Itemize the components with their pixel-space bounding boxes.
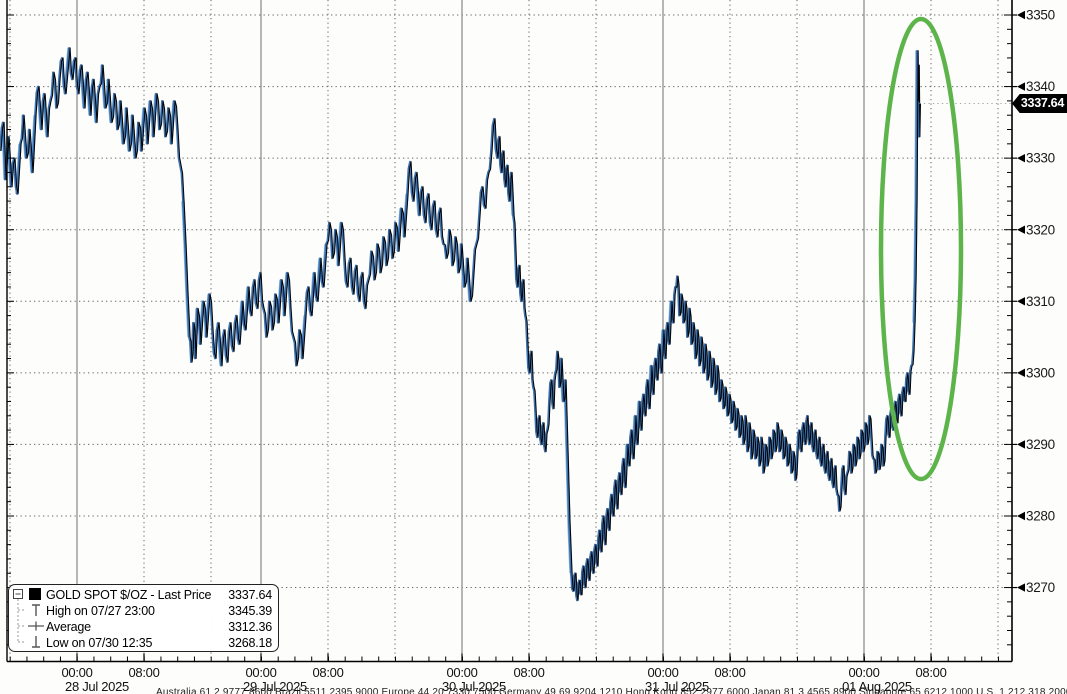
x-date-label: 01 Aug 2025 <box>842 679 912 694</box>
y-tick-arrow-icon <box>1017 440 1025 449</box>
legend-label: Low on 07/30 12:35 <box>46 636 153 650</box>
x-date-label: 28 Jul 2025 <box>65 679 129 694</box>
legend-value: 3268.18 <box>228 636 272 650</box>
x-date-label: 30 Jul 2025 <box>442 679 506 694</box>
legend-row-high: High on 07/27 23:00 3345.39 <box>9 603 272 619</box>
legend-row-last-price: GOLD SPOT $/OZ - Last Price 3337.64 <box>9 587 272 603</box>
y-tick-arrow-icon <box>1017 153 1025 163</box>
legend-icons <box>13 588 44 648</box>
x-time-label: 00:00 <box>848 665 879 680</box>
last-price-axis-badge: 3337.64 <box>1012 94 1067 113</box>
y-axis-label: 3330 <box>1026 151 1055 166</box>
legend-label: Average <box>46 620 91 634</box>
y-tick-arrow-icon <box>1017 583 1025 592</box>
y-axis-label: 3280 <box>1026 509 1055 524</box>
price-line-black <box>0 47 921 601</box>
y-axis-label: 3290 <box>1026 437 1055 452</box>
legend-box: GOLD SPOT $/OZ - Last Price 3337.64 High… <box>8 584 279 652</box>
x-time-label: 00:00 <box>61 665 92 680</box>
legend-label: GOLD SPOT $/OZ - Last Price <box>46 588 212 602</box>
legend-label: High on 07/27 23:00 <box>46 604 155 618</box>
legend-value: 3312.36 <box>228 620 272 634</box>
y-tick-arrow-icon <box>1017 297 1025 306</box>
high-marker-icon <box>32 604 40 616</box>
legend-tree-line <box>17 599 25 643</box>
highlight-ellipse <box>878 16 964 482</box>
x-time-label: 08:00 <box>312 665 343 680</box>
y-axis-label: 3300 <box>1026 365 1055 380</box>
x-time-label: 00:00 <box>647 665 678 680</box>
y-tick-arrow-icon <box>1017 368 1025 378</box>
x-time-label: 08:00 <box>915 665 946 680</box>
y-axis-label: 3270 <box>1026 580 1055 595</box>
terminal-footer-text: Australia 61 2 9777 8600 Brazil 5511 239… <box>156 687 1067 694</box>
legend-value: 3337.64 <box>228 588 272 602</box>
x-time-label: 08:00 <box>513 665 544 680</box>
average-marker-icon <box>28 621 44 631</box>
x-date-label: 31 Jul 2025 <box>645 679 709 694</box>
y-tick-arrow-icon <box>1017 10 1025 20</box>
y-axis-label: 3350 <box>1026 8 1055 23</box>
series-swatch-icon <box>29 588 41 600</box>
legend-value: 3345.39 <box>228 604 272 618</box>
legend-collapse-icon[interactable] <box>13 589 23 599</box>
legend-row-low: Low on 07/30 12:35 3268.18 <box>9 635 272 651</box>
x-date-label: 29 Jul 2025 <box>243 679 307 694</box>
price-line-blue <box>0 46 921 602</box>
y-axis-label: 3320 <box>1026 222 1055 237</box>
x-time-label: 00:00 <box>245 665 276 680</box>
y-axis-label: 3340 <box>1026 79 1055 94</box>
legend-row-average: Average 3312.36 <box>9 619 272 635</box>
y-tick-arrow-icon <box>1017 82 1025 91</box>
x-time-label: 08:00 <box>128 665 159 680</box>
y-tick-arrow-icon <box>1017 225 1025 234</box>
low-marker-icon <box>32 636 40 648</box>
y-tick-arrow-icon <box>1017 511 1025 521</box>
x-time-label: 08:00 <box>714 665 745 680</box>
y-axis-label: 3310 <box>1026 294 1055 309</box>
x-time-label: 00:00 <box>446 665 477 680</box>
